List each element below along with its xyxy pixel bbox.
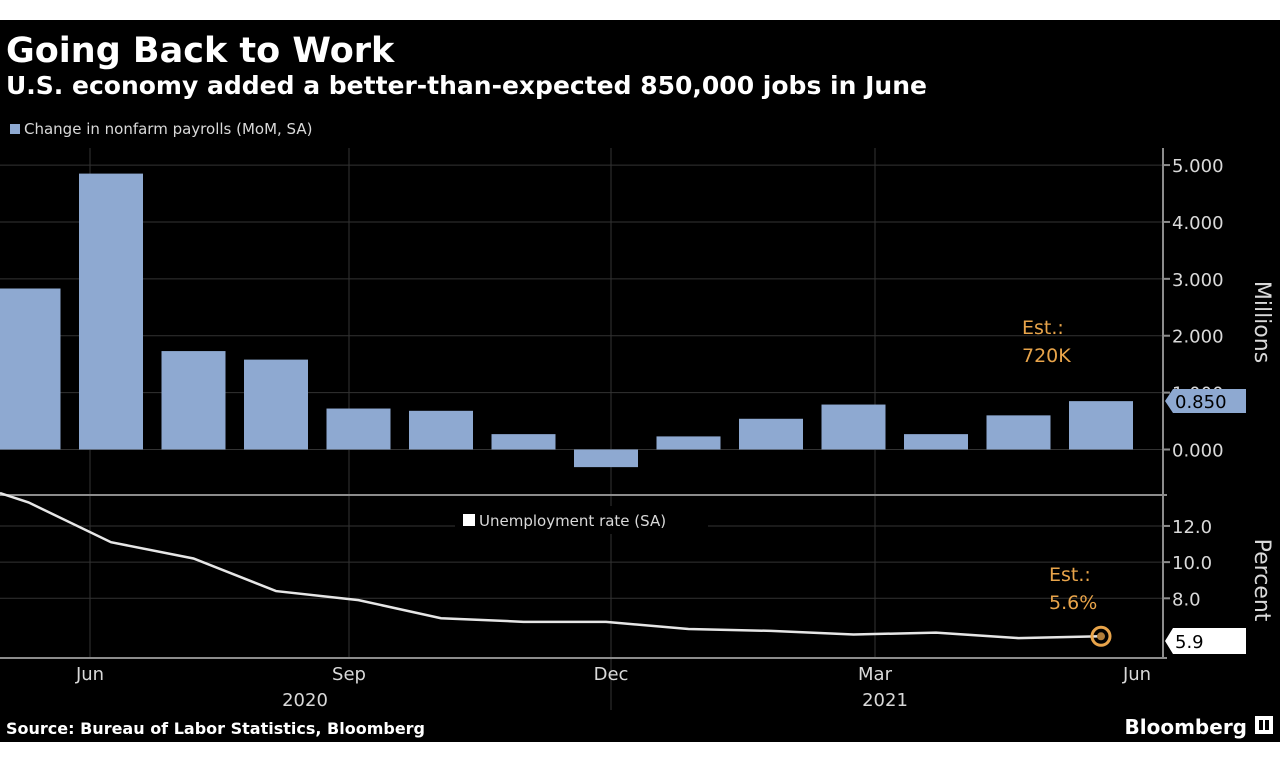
bar-oct-2020: [409, 410, 473, 450]
y-axis-title-percent: Percent: [1249, 539, 1274, 622]
last-value-tag-unemployment: 5.9: [1165, 628, 1246, 654]
x-year-2020: 2020: [282, 690, 328, 711]
legend-swatch-payrolls: [10, 124, 20, 134]
legend-payrolls: Change in nonfarm payrolls (MoM, SA): [24, 120, 312, 138]
bar-jan-2021: [656, 436, 721, 450]
y-tick-label-percent: 12.0: [1172, 517, 1212, 538]
bar-may-2020: [0, 288, 61, 450]
legend-unemployment: Unemployment rate (SA): [479, 512, 666, 530]
bar-mar-2021: [821, 404, 886, 450]
x-tick-sep: Sep: [332, 664, 366, 685]
x-tick-jun-2021: Jun: [1122, 664, 1151, 685]
last-value-unemployment: 5.9: [1175, 632, 1204, 653]
estimate-value-unemployment: 5.6%: [1049, 592, 1097, 614]
bar-nov-2020: [491, 434, 556, 450]
source-note: Source: Bureau of Labor Statistics, Bloo…: [6, 719, 425, 738]
y-tick-label-percent: 8.0: [1172, 589, 1201, 610]
bar-dec-2020: [574, 449, 638, 468]
estimate-label-unemployment: Est.:: [1049, 564, 1091, 586]
chart-subtitle: U.S. economy added a better-than-expecte…: [6, 71, 927, 100]
bloomberg-logo-icon: [1255, 716, 1273, 734]
unemployment-endpoint-marker: [1090, 625, 1112, 647]
bar-jun-2020: [79, 173, 143, 450]
unemployment-endpoint-dot: [1097, 632, 1105, 641]
y-tick-label-percent: 10.0: [1172, 553, 1212, 574]
bar-jul-2020: [161, 351, 226, 450]
y-tick-label-millions: 2.000: [1172, 327, 1224, 348]
bar-jun-2021: [1069, 401, 1133, 450]
unemployment-line: [0, 491, 1102, 640]
y-tick-label-millions: 3.000: [1172, 270, 1224, 291]
x-tick-jun-2020: Jun: [75, 664, 104, 685]
y-axis-title-millions: Millions: [1249, 281, 1274, 363]
brand-name: Bloomberg: [1125, 715, 1247, 739]
y-tick-label-millions: 4.000: [1172, 213, 1224, 234]
bar-feb-2021: [739, 418, 803, 450]
bar-may-2021: [986, 415, 1051, 450]
chart-title: Going Back to Work: [6, 31, 395, 71]
last-value-payrolls: 0.850: [1175, 392, 1227, 413]
y-tick-label-millions: 5.000: [1172, 156, 1224, 177]
legend-swatch-unemployment: [463, 514, 475, 526]
last-value-tag-payrolls: 0.850: [1165, 389, 1246, 413]
x-tick-mar: Mar: [858, 664, 893, 685]
estimate-label-payrolls: Est.:: [1022, 317, 1064, 339]
x-tick-dec: Dec: [594, 664, 629, 685]
bar-sep-2020: [326, 408, 391, 450]
bar-aug-2020: [244, 359, 308, 450]
estimate-value-payrolls: 720K: [1022, 345, 1071, 367]
y-tick-label-millions: 0.000: [1172, 440, 1224, 461]
x-year-2021: 2021: [862, 690, 908, 711]
legend-box-unemployment: [455, 506, 708, 534]
bar-apr-2021: [904, 434, 968, 450]
